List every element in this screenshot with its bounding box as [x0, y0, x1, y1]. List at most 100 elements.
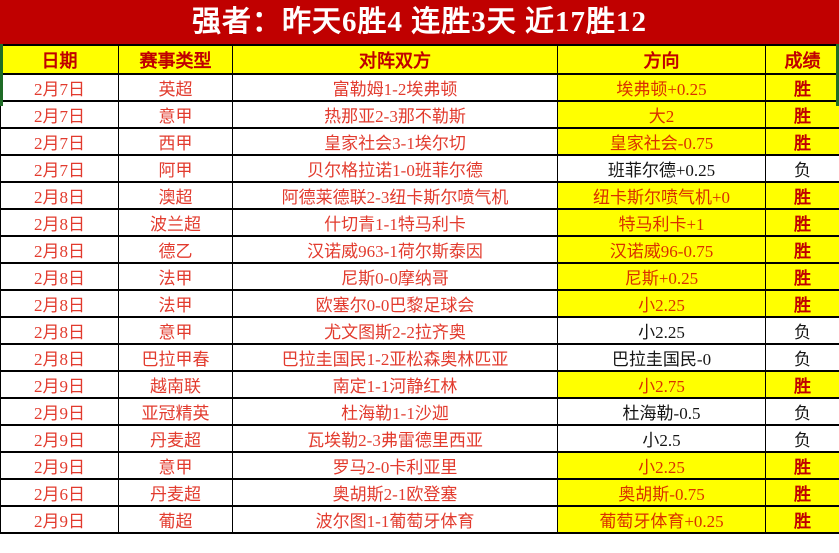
result-cell: 负 — [765, 343, 839, 372]
result-cell: 胜 — [765, 289, 839, 318]
date-cell: 2月8日 — [0, 262, 119, 291]
match-cell: 欧塞尔0-0巴黎足球会 — [232, 289, 558, 318]
match-cell: 阿德莱德联2-3纽卡斯尔喷气机 — [232, 181, 558, 210]
table-row: 2月9日 丹麦超 瓦埃勒2-3弗雷德里西亚 小2.5 负 — [0, 424, 839, 453]
date-cell: 2月9日 — [0, 370, 119, 399]
league-cell: 巴拉甲春 — [118, 343, 233, 372]
match-cell: 什切青1-1特马利卡 — [232, 208, 558, 237]
league-cell: 西甲 — [118, 127, 233, 156]
table-row: 2月8日 巴拉甲春 巴拉圭国民1-2亚松森奥林匹亚 巴拉圭国民-0 负 — [0, 343, 839, 372]
league-cell: 波兰超 — [118, 208, 233, 237]
date-cell: 2月9日 — [0, 505, 119, 534]
direction-cell: 葡萄牙体育+0.25 — [557, 505, 766, 534]
direction-cell: 纽卡斯尔喷气机+0 — [557, 181, 766, 210]
direction-cell: 小2.25 — [557, 316, 766, 345]
league-cell: 越南联 — [118, 370, 233, 399]
result-cell: 胜 — [765, 235, 839, 264]
table-row: 2月7日 阿甲 贝尔格拉诺1-0班菲尔德 班菲尔德+0.25 负 — [0, 154, 839, 183]
date-cell: 2月8日 — [0, 208, 119, 237]
date-cell: 2月7日 — [0, 154, 119, 183]
result-cell: 胜 — [765, 181, 839, 210]
direction-cell: 巴拉圭国民-0 — [557, 343, 766, 372]
match-cell: 汉诺威963-1荷尔斯泰因 — [232, 235, 558, 264]
league-cell: 意甲 — [118, 451, 233, 480]
result-cell: 胜 — [765, 100, 839, 129]
match-cell: 罗马2-0卡利亚里 — [232, 451, 558, 480]
league-cell: 法甲 — [118, 289, 233, 318]
table-header-row: 日期 赛事类型 对阵双方 方向 成绩 — [0, 44, 839, 75]
result-cell: 负 — [765, 316, 839, 345]
table-row: 2月9日 葡超 波尔图1-1葡萄牙体育 葡萄牙体育+0.25 胜 — [0, 505, 839, 534]
direction-cell: 小2.75 — [557, 370, 766, 399]
date-cell: 2月8日 — [0, 316, 119, 345]
league-cell: 阿甲 — [118, 154, 233, 183]
match-cell: 瓦埃勒2-3弗雷德里西亚 — [232, 424, 558, 453]
match-cell: 热那亚2-3那不勒斯 — [232, 100, 558, 129]
header-result: 成绩 — [765, 44, 839, 75]
table-row: 2月9日 亚冠精英 杜海勒1-1沙迦 杜海勒-0.5 负 — [0, 397, 839, 426]
result-cell: 胜 — [765, 73, 839, 102]
table-row: 2月8日 意甲 尤文图斯2-2拉齐奥 小2.25 负 — [0, 316, 839, 345]
page-title: 强者：昨天6胜4 连胜3天 近17胜12 — [0, 0, 839, 44]
date-cell: 2月6日 — [0, 478, 119, 507]
league-cell: 意甲 — [118, 100, 233, 129]
league-cell: 意甲 — [118, 316, 233, 345]
table-row: 2月8日 法甲 欧塞尔0-0巴黎足球会 小2.25 胜 — [0, 289, 839, 318]
match-cell: 巴拉圭国民1-2亚松森奥林匹亚 — [232, 343, 558, 372]
league-cell: 德乙 — [118, 235, 233, 264]
header-direction: 方向 — [557, 44, 766, 75]
table-row: 2月7日 英超 富勒姆1-2埃弗顿 埃弗顿+0.25 胜 — [0, 73, 839, 102]
direction-cell: 小2.5 — [557, 424, 766, 453]
match-cell: 皇家社会3-1埃尔切 — [232, 127, 558, 156]
direction-cell: 班菲尔德+0.25 — [557, 154, 766, 183]
match-cell: 尼斯0-0摩纳哥 — [232, 262, 558, 291]
match-cell: 富勒姆1-2埃弗顿 — [232, 73, 558, 102]
direction-cell: 小2.25 — [557, 451, 766, 480]
direction-cell: 尼斯+0.25 — [557, 262, 766, 291]
direction-cell: 大2 — [557, 100, 766, 129]
result-cell: 胜 — [765, 262, 839, 291]
date-cell: 2月9日 — [0, 424, 119, 453]
result-cell: 负 — [765, 154, 839, 183]
result-cell: 负 — [765, 424, 839, 453]
table-row: 2月9日 越南联 南定1-1河静红林 小2.75 胜 — [0, 370, 839, 399]
direction-cell: 汉诺威96-0.75 — [557, 235, 766, 264]
result-cell: 胜 — [765, 127, 839, 156]
result-cell: 胜 — [765, 451, 839, 480]
date-cell: 2月7日 — [0, 100, 119, 129]
page-break-line-right — [836, 44, 839, 106]
match-cell: 奥胡斯2-1欧登塞 — [232, 478, 558, 507]
result-cell: 胜 — [765, 505, 839, 534]
table-row: 2月8日 法甲 尼斯0-0摩纳哥 尼斯+0.25 胜 — [0, 262, 839, 291]
date-cell: 2月7日 — [0, 73, 119, 102]
result-cell: 负 — [765, 397, 839, 426]
league-cell: 澳超 — [118, 181, 233, 210]
result-cell: 胜 — [765, 208, 839, 237]
direction-cell: 特马利卡+1 — [557, 208, 766, 237]
direction-cell: 小2.25 — [557, 289, 766, 318]
match-cell: 杜海勒1-1沙迦 — [232, 397, 558, 426]
league-cell: 葡超 — [118, 505, 233, 534]
table-body: 2月7日 英超 富勒姆1-2埃弗顿 埃弗顿+0.25 胜 2月7日 意甲 热那亚2-3那不勒斯… — [0, 73, 839, 534]
date-cell: 2月7日 — [0, 127, 119, 156]
match-cell: 贝尔格拉诺1-0班菲尔德 — [232, 154, 558, 183]
header-league: 赛事类型 — [118, 44, 233, 75]
result-cell: 胜 — [765, 478, 839, 507]
match-cell: 南定1-1河静红林 — [232, 370, 558, 399]
date-cell: 2月8日 — [0, 235, 119, 264]
date-cell: 2月9日 — [0, 397, 119, 426]
date-cell: 2月8日 — [0, 289, 119, 318]
table-row: 2月6日 丹麦超 奥胡斯2-1欧登塞 奥胡斯-0.75 胜 — [0, 478, 839, 507]
results-table: 日期 赛事类型 对阵双方 方向 成绩 2月7日 英超 富勒姆1-2埃弗顿 埃弗顿+0.… — [0, 44, 839, 534]
table-row: 2月8日 澳超 阿德莱德联2-3纽卡斯尔喷气机 纽卡斯尔喷气机+0 胜 — [0, 181, 839, 210]
league-cell: 丹麦超 — [118, 424, 233, 453]
result-cell: 胜 — [765, 370, 839, 399]
date-cell: 2月9日 — [0, 451, 119, 480]
date-cell: 2月8日 — [0, 181, 119, 210]
league-cell: 英超 — [118, 73, 233, 102]
date-cell: 2月8日 — [0, 343, 119, 372]
direction-cell: 埃弗顿+0.25 — [557, 73, 766, 102]
page-break-line-left — [0, 44, 3, 106]
league-cell: 法甲 — [118, 262, 233, 291]
